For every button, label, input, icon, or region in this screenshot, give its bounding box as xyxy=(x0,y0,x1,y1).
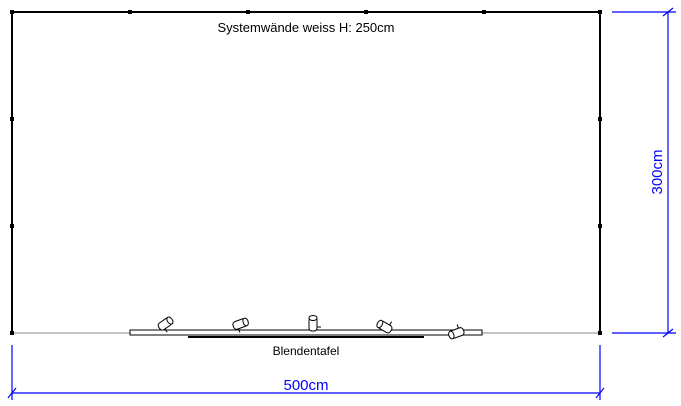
width-dimension xyxy=(7,345,605,400)
fascia-panel xyxy=(129,329,483,338)
wall-post xyxy=(598,117,602,121)
wall-post xyxy=(10,10,14,14)
depth-tick-top xyxy=(662,7,674,17)
spotlights xyxy=(157,315,465,340)
spotlight-icon xyxy=(232,317,249,333)
wall-post xyxy=(598,10,602,14)
spotlight-icon xyxy=(376,319,393,334)
spotlight-icon xyxy=(308,315,321,332)
wall-post xyxy=(10,117,14,121)
wall-post xyxy=(364,10,368,14)
wall-post xyxy=(10,331,14,335)
depth-tick-bottom xyxy=(662,328,674,338)
width-tick-right xyxy=(595,387,605,399)
wall-post xyxy=(246,10,250,14)
width-tick-left xyxy=(7,387,17,399)
wall-posts xyxy=(10,10,602,335)
wall-label: Systemwände weiss H: 250cm xyxy=(217,20,394,35)
wall-post xyxy=(598,224,602,228)
depth-dimension-label: 300cm xyxy=(649,149,666,194)
depth-dimension xyxy=(612,7,676,338)
spotlight-icon xyxy=(157,316,174,333)
panel-label: Blendentafel xyxy=(273,344,340,358)
wall-post xyxy=(598,331,602,335)
wall-post xyxy=(128,10,132,14)
spotlight-icon xyxy=(448,324,465,340)
wall-outline xyxy=(11,11,601,333)
fascia-panel-board xyxy=(129,329,483,336)
wall-post xyxy=(10,224,14,228)
wall-post xyxy=(482,10,486,14)
system-walls xyxy=(11,11,601,334)
width-dimension-label: 500cm xyxy=(283,377,328,394)
